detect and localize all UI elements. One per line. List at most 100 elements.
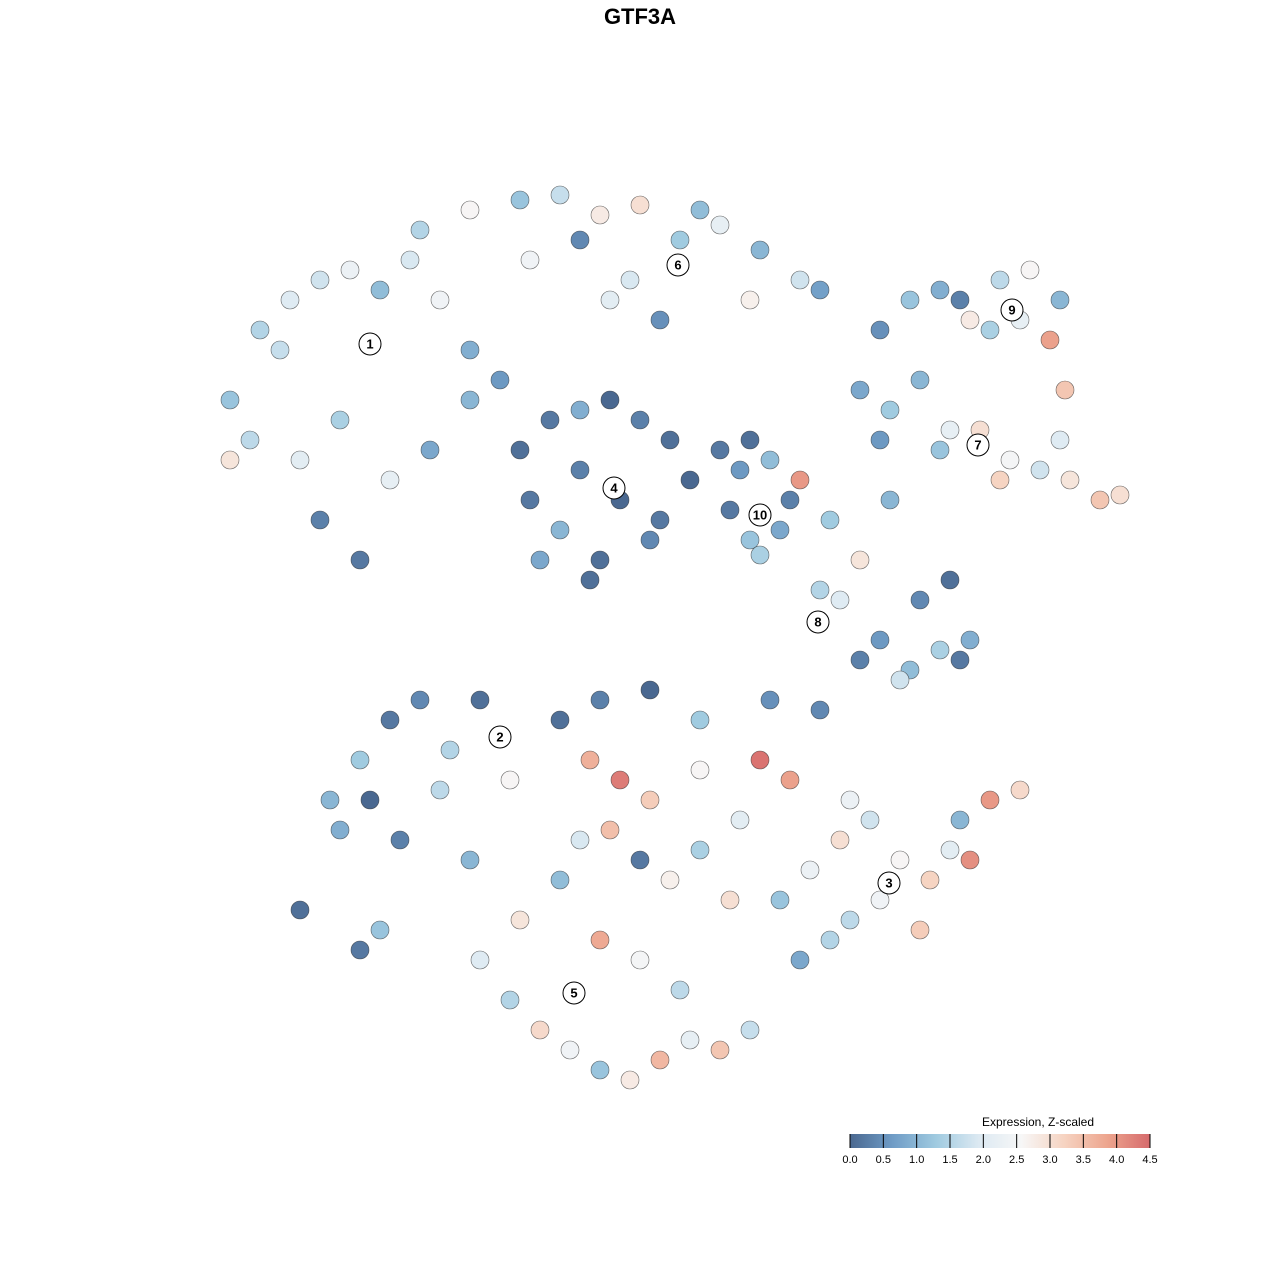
cell-point — [270, 340, 290, 360]
cell-point — [710, 440, 730, 460]
cell-point — [720, 500, 740, 520]
cell-point — [860, 810, 880, 830]
cell-point — [580, 750, 600, 770]
colorbar-tick-label: 1.0 — [909, 1154, 924, 1166]
cell-point — [930, 280, 950, 300]
cell-point — [670, 980, 690, 1000]
cell-point — [600, 820, 620, 840]
cell-point — [550, 520, 570, 540]
cell-point — [980, 320, 1000, 340]
cell-point — [790, 470, 810, 490]
cluster-label: 6 — [674, 257, 681, 272]
cell-point — [410, 220, 430, 240]
cell-point — [380, 470, 400, 490]
cell-point — [950, 290, 970, 310]
cell-point — [820, 510, 840, 530]
colorbar-tick-label: 1.5 — [942, 1154, 957, 1166]
cell-point — [290, 450, 310, 470]
cell-point — [1010, 780, 1030, 800]
cell-point — [370, 920, 390, 940]
cell-point — [940, 420, 960, 440]
cell-point — [880, 400, 900, 420]
cell-point — [960, 630, 980, 650]
cell-point — [740, 1020, 760, 1040]
cell-point — [810, 700, 830, 720]
cluster-marker — [748, 503, 772, 527]
cell-point — [390, 830, 410, 850]
cell-point — [430, 290, 450, 310]
cell-point — [750, 750, 770, 770]
cell-point — [330, 820, 350, 840]
cell-point — [730, 460, 750, 480]
colorbar-title: Expression, Z-scaled — [982, 1115, 1094, 1129]
cell-point — [1110, 485, 1130, 505]
cell-point — [220, 390, 240, 410]
cell-point — [800, 860, 820, 880]
cell-point — [330, 410, 350, 430]
cluster-marker — [602, 476, 626, 500]
cell-point — [720, 890, 740, 910]
cell-point — [680, 1030, 700, 1050]
cell-point — [550, 870, 570, 890]
cell-point — [870, 320, 890, 340]
cluster-marker — [806, 610, 830, 634]
cluster-marker — [358, 332, 382, 356]
cell-point — [730, 810, 750, 830]
cell-point — [750, 545, 770, 565]
cell-point — [1090, 490, 1110, 510]
cell-point — [640, 530, 660, 550]
cell-point — [770, 890, 790, 910]
cell-point — [490, 370, 510, 390]
colorbar-tick-label: 0.5 — [876, 1154, 891, 1166]
cell-point — [240, 430, 260, 450]
cell-point — [460, 200, 480, 220]
cell-point — [940, 570, 960, 590]
cell-point — [900, 290, 920, 310]
cell-point — [620, 270, 640, 290]
colorbar-tick-label: 2.0 — [976, 1154, 991, 1166]
cell-point — [550, 185, 570, 205]
cell-point — [750, 240, 770, 260]
cell-point — [840, 790, 860, 810]
cell-point — [580, 570, 600, 590]
cell-point — [350, 940, 370, 960]
cluster-marker — [966, 433, 990, 457]
cell-point — [290, 900, 310, 920]
cell-point — [680, 470, 700, 490]
cell-point — [500, 990, 520, 1010]
cell-point — [690, 760, 710, 780]
cell-point — [1050, 430, 1070, 450]
cell-point — [370, 280, 390, 300]
cell-point — [980, 790, 1000, 810]
cell-point — [530, 550, 550, 570]
cell-point — [710, 1040, 730, 1060]
cell-point — [440, 740, 460, 760]
cell-point — [780, 770, 800, 790]
cluster-label: 1 — [366, 336, 373, 351]
cell-point — [630, 195, 650, 215]
cluster-label: 2 — [496, 729, 503, 744]
cell-point — [890, 670, 910, 690]
cell-point — [570, 460, 590, 480]
cell-point — [640, 790, 660, 810]
cell-point — [1050, 290, 1070, 310]
cluster-label: 8 — [814, 614, 821, 629]
cell-point — [250, 320, 270, 340]
cell-point — [760, 450, 780, 470]
colorbar-tick-label: 3.5 — [1076, 1154, 1091, 1166]
cell-point — [990, 270, 1010, 290]
cell-point — [310, 510, 330, 530]
colorbar-tick-label: 4.5 — [1142, 1154, 1157, 1166]
cell-point — [560, 1040, 580, 1060]
cell-point — [830, 830, 850, 850]
cell-point — [1030, 460, 1050, 480]
cell-point — [380, 710, 400, 730]
cell-point — [310, 270, 330, 290]
cell-point — [1055, 380, 1075, 400]
cell-point — [590, 1060, 610, 1080]
cell-point — [990, 470, 1010, 490]
cell-point — [470, 950, 490, 970]
cluster-marker — [877, 871, 901, 895]
cell-point — [360, 790, 380, 810]
